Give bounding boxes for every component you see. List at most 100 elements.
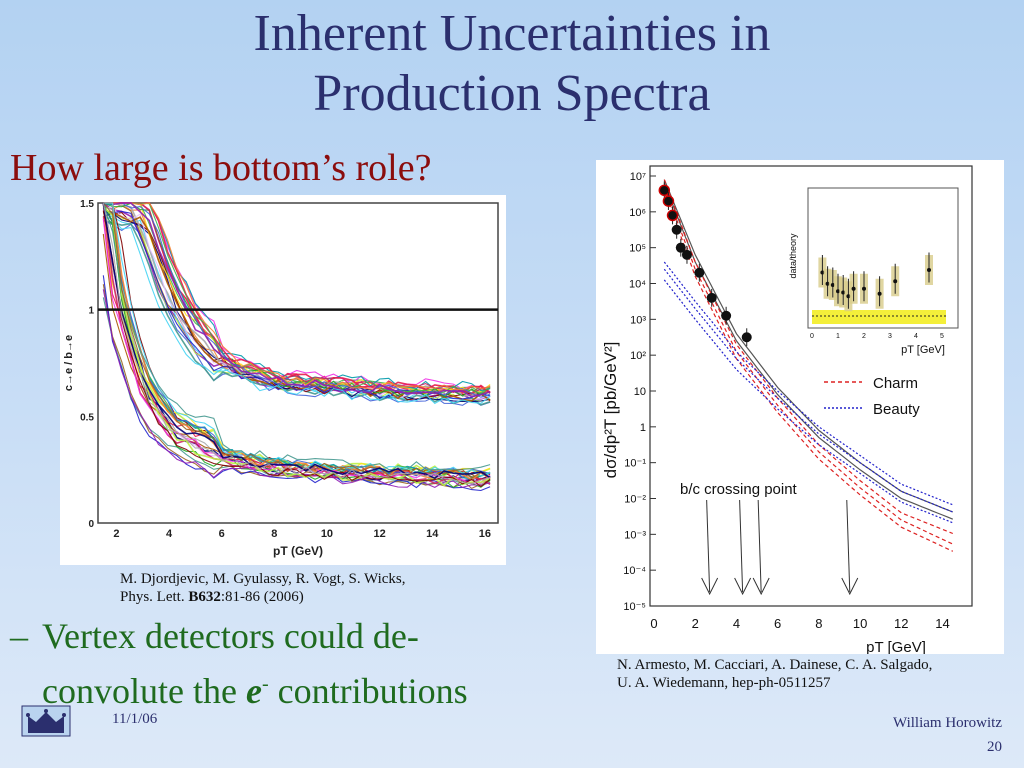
crossing-arrow-shaft [706, 499, 711, 593]
ratio-curve [102, 210, 491, 488]
x-tick-label: 8 [271, 528, 277, 540]
inset-x-tick: 5 [940, 333, 944, 340]
y-tick-label: 10² [630, 350, 646, 362]
theory-curve [663, 179, 954, 513]
y-tick-label: 10 [634, 386, 646, 398]
inset-point [820, 270, 825, 275]
inset-x-tick: 3 [888, 333, 892, 340]
x-tick-labels: 0 2 4 6 8 10 12 14 [650, 616, 949, 631]
data-point [675, 242, 686, 253]
inset-x-tick: 1 [836, 333, 840, 340]
columbia-crown-logo [21, 705, 71, 737]
inset-x-tick: 2 [862, 333, 866, 340]
data-point [681, 249, 692, 260]
reference-left: M. Djordjevic, M. Gyulassy, R. Vogt, S. … [120, 570, 406, 606]
inset-point [862, 286, 866, 291]
y-tick-labels: 0 0.5 1 1.5 [80, 199, 94, 530]
x-tick-label: 0 [650, 616, 657, 631]
inset-plot: 0 1 2 3 4 5 pT [GeV] data/theory [788, 187, 959, 356]
y-tick-label: 10⁻² [624, 494, 646, 506]
y-tick-label: 10⁴ [629, 279, 646, 291]
data-point [662, 195, 675, 207]
bullet-line-2: convolute the e- contributions [42, 671, 468, 711]
inset-x-label: pT [GeV] [901, 344, 945, 356]
data-point [721, 310, 732, 321]
x-tick-label: 6 [774, 616, 781, 631]
x-tick-label: 14 [935, 616, 949, 631]
y-tick-label: 0 [88, 519, 94, 530]
y-tick-label: 10⁶ [629, 207, 646, 219]
footer-author-block: William Horowitz 20 [893, 711, 1002, 759]
y-tick-label: 10⁷ [630, 171, 646, 183]
legend-charm-label: Charm [873, 375, 918, 392]
y-tick-labels: 10⁻⁵ 10⁻⁴ 10⁻³ 10⁻² 10⁻¹ 1 10 10² 10³ 10⁴ 10⁵ 10⁶ 10… [623, 171, 656, 613]
legend-beauty-label: Beauty [873, 401, 920, 418]
inset-point [836, 289, 840, 294]
data-point [741, 332, 752, 343]
ratio-curve [103, 202, 491, 481]
ratio-curve [102, 202, 491, 485]
y-axis-label: dσ/dp²T [pb/GeV²] [601, 342, 620, 479]
x-tick-label: 2 [113, 528, 119, 540]
bullet-line-1: – Vertex detectors could de- [10, 616, 419, 656]
y-tick-label: 10⁵ [629, 243, 646, 255]
y-tick-label: 10⁻³ [624, 529, 646, 541]
crossing-arrows [701, 499, 859, 596]
crossing-arrow-shaft [739, 499, 744, 593]
crossing-annotation: b/c crossing point [680, 481, 798, 498]
question-heading: How large is bottom’s role? [10, 147, 432, 189]
y-tick-label: 10⁻⁴ [623, 565, 646, 577]
data-point [694, 267, 705, 278]
data-point [658, 184, 671, 197]
ref-right-line-2: U. A. Wiedemann, hep-ph-0511257 [617, 675, 831, 691]
theory-curve [663, 186, 954, 545]
inset-x-tick: 0 [810, 333, 814, 340]
crossing-arrow-head [701, 577, 719, 596]
inset-point [851, 286, 856, 291]
crossing-arrow-shaft [757, 499, 762, 593]
y-tick-label: 10³ [630, 314, 646, 326]
plot-frame [649, 165, 973, 607]
data-point [666, 209, 679, 222]
x-axis-label: pT [GeV] [866, 639, 926, 654]
ratio-chart: 2 4 6 8 10 12 14 16 0 0.5 1 1.5 pT (GeV) c→e / b→e [60, 195, 506, 565]
curve-bundle [102, 202, 491, 492]
x-tick-label: 12 [373, 528, 385, 540]
y-tick-label: 1 [640, 422, 646, 434]
y-tick-label: 0.5 [80, 412, 94, 423]
x-tick-label: 10 [853, 616, 867, 631]
inset-point [841, 290, 846, 295]
ratio-curve [102, 202, 491, 480]
x-axis-label: pT (GeV) [273, 544, 323, 558]
legend: Charm Beauty [824, 375, 920, 418]
ratio-curve [103, 202, 491, 395]
plot-frame [97, 202, 499, 524]
bullet-point: – Vertex detectors could de- convolute th… [10, 612, 580, 715]
data-points [658, 181, 752, 347]
crossing-arrow-head [734, 577, 752, 596]
title-line-1: Inherent Uncertainties in [253, 5, 771, 62]
theory-curve [663, 268, 954, 513]
y-tick-label: 10⁻⁵ [623, 601, 646, 613]
theory-curve [663, 190, 954, 552]
inset-point [893, 279, 898, 284]
theory-curve [663, 279, 954, 524]
data-point [706, 292, 717, 303]
ratio-curve [103, 202, 491, 390]
footer-date: 11/1/06 [112, 711, 158, 727]
crossing-arrow-head [841, 577, 859, 596]
ratio-curve [103, 202, 491, 391]
y-axis-label: c→e / b→e [63, 335, 75, 391]
data-point [671, 224, 682, 235]
x-tick-label: 10 [321, 528, 333, 540]
inset-x-ticks: 0 1 2 3 4 5 [810, 333, 944, 340]
x-tick-label: 16 [479, 528, 491, 540]
spectrum-chart: 10⁻⁵10⁻⁴10⁻³10⁻²10⁻¹11010²10³10⁴10⁵10⁶10… [596, 160, 1004, 654]
x-tick-label: 4 [733, 616, 740, 631]
x-tick-label: 8 [815, 616, 822, 631]
theory-curve [663, 261, 954, 506]
ratio-curve [102, 202, 491, 471]
ref-right-line-1: N. Armesto, M. Cacciari, A. Dainese, C. … [617, 657, 933, 673]
crossing-arrow-shaft [846, 499, 851, 593]
ref-left-line-1: M. Djordjevic, M. Gyulassy, R. Vogt, S. … [120, 571, 406, 587]
